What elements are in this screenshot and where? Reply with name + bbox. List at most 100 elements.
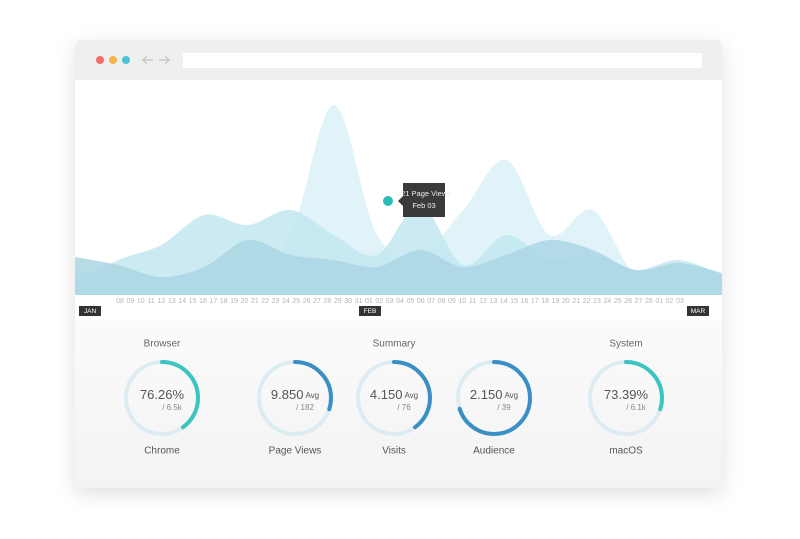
date-label: 15 (510, 298, 518, 305)
gauge-number: 4.150 (370, 387, 403, 402)
gauge-arc (124, 360, 200, 436)
date-label: 16 (521, 298, 529, 305)
date-label: 11 (147, 298, 154, 305)
date-label: 20 (241, 298, 249, 305)
gauge-label: Page Views (269, 446, 322, 457)
month-badge (79, 306, 101, 316)
date-label: 07 (427, 298, 435, 305)
month-badge (687, 306, 709, 316)
area-series (75, 239, 722, 295)
gauge-value: 76.26% (140, 387, 185, 402)
minimize-button[interactable] (109, 56, 117, 64)
gauge-label: macOS (609, 446, 643, 457)
gauges: Browser Summary System 76.26%/ 6.5k Chrome 9.… (124, 339, 664, 457)
date-label: 06 (417, 298, 425, 305)
date-label: 21 (572, 298, 580, 305)
gauge-value: 9.850 Avg (271, 387, 319, 402)
gauge-sub: / 182 (296, 403, 314, 412)
tooltip (398, 183, 445, 217)
date-label: 09 (448, 298, 456, 305)
date-label: 22 (583, 298, 591, 305)
date-label: 15 (189, 298, 197, 305)
date-label: 01 (365, 298, 373, 305)
date-label: 22 (261, 298, 269, 305)
date-label: 11 (469, 298, 476, 305)
gauge-number: 9.850 (271, 387, 304, 402)
area-chart (75, 105, 722, 295)
stats-panel (75, 320, 722, 488)
section-title: Summary (373, 339, 416, 350)
date-label: 05 (406, 298, 414, 305)
date-label: 25 (614, 298, 622, 305)
month-label: JAN (84, 308, 97, 315)
date-label: 16 (199, 298, 207, 305)
date-label: 26 (624, 298, 632, 305)
gauge-unit: Avg (504, 391, 518, 400)
gauge-sub: / 76 (397, 403, 411, 412)
gauge-sub: / 39 (497, 403, 511, 412)
date-label: 29 (334, 298, 342, 305)
section-title: Browser (144, 339, 181, 350)
date-label: 27 (635, 298, 643, 305)
gauge-value: 4.150 Avg (370, 387, 418, 402)
gauge-sub: / 6.5k (162, 403, 183, 412)
date-label: 02 (666, 298, 674, 305)
date-label: 10 (137, 298, 145, 305)
date-label: 20 (562, 298, 570, 305)
date-label: 01 (655, 298, 663, 305)
tooltip-dot (383, 196, 393, 206)
gauge-unit: Avg (305, 391, 319, 400)
date-label: 23 (593, 298, 601, 305)
date-axis: 08 09 10 11 12 13 14 15 16 17 18 19 20 21 22 23 24 25 26 27… (79, 298, 709, 316)
tooltip-date: Feb 03 (412, 201, 435, 210)
date-label: 14 (500, 298, 508, 305)
date-label: 04 (396, 298, 404, 305)
date-label: 28 (324, 298, 332, 305)
date-label: 25 (292, 298, 300, 305)
gauge-arc (588, 360, 664, 436)
gauge-sub: / 6.1k (626, 403, 647, 412)
date-label: 08 (116, 298, 124, 305)
date-label: 18 (541, 298, 549, 305)
gauge-value: 2.150 Avg (470, 387, 518, 402)
month-label: MAR (691, 308, 706, 315)
date-label: 03 (676, 298, 684, 305)
date-label: 03 (386, 298, 394, 305)
date-label: 10 (458, 298, 466, 305)
date-label: 30 (344, 298, 352, 305)
date-label: 12 (479, 298, 487, 305)
date-label: 09 (126, 298, 134, 305)
date-label: 13 (489, 298, 497, 305)
date-label: 31 (355, 298, 363, 305)
gauge-label: Chrome (144, 446, 180, 457)
month-badge (359, 306, 381, 316)
gauge-arc (356, 360, 432, 436)
date-label: 13 (168, 298, 176, 305)
date-label: 24 (604, 298, 612, 305)
date-label: 02 (375, 298, 383, 305)
back-button[interactable] (141, 55, 153, 65)
date-label: 14 (178, 298, 186, 305)
close-button[interactable] (96, 56, 104, 64)
date-label: 17 (531, 298, 539, 305)
date-label: 28 (645, 298, 653, 305)
date-label: 12 (158, 298, 166, 305)
gauge-label: Visits (382, 446, 406, 457)
gauge-number: 2.150 (470, 387, 503, 402)
gauge-label: Audience (473, 446, 515, 457)
tooltip-value: 321 Page Views (397, 189, 451, 198)
month-label: FEB (364, 308, 377, 315)
gauge-unit: Avg (404, 391, 418, 400)
address-bar[interactable] (183, 53, 702, 68)
date-label: 24 (282, 298, 290, 305)
forward-button[interactable] (159, 55, 171, 65)
date-label: 23 (272, 298, 280, 305)
date-label: 08 (438, 298, 446, 305)
gauge-arc (456, 360, 532, 436)
date-label: 27 (313, 298, 321, 305)
maximize-button[interactable] (122, 56, 130, 64)
date-label: 17 (209, 298, 217, 305)
gauge-number: 76.26% (140, 387, 185, 402)
